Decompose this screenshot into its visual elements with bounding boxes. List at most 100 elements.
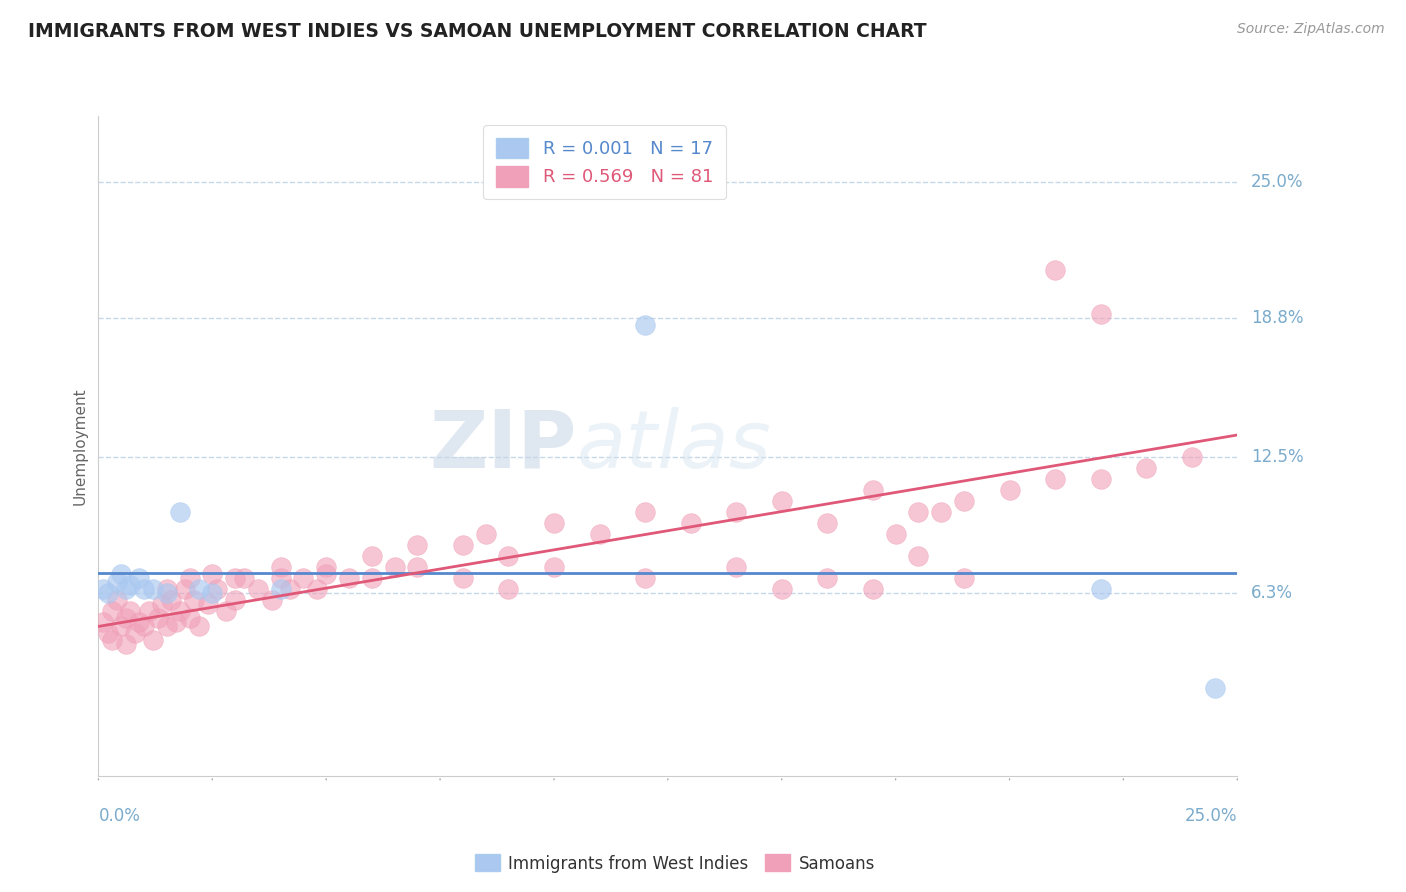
Point: [114, 582, 136, 596]
Point: [215, 604, 238, 618]
Text: 25.0%: 25.0%: [1251, 173, 1303, 191]
Point: [270, 582, 292, 596]
Point: [270, 571, 292, 585]
Text: atlas: atlas: [576, 407, 772, 485]
Point: [1181, 450, 1204, 464]
Point: [679, 516, 702, 530]
Point: [165, 615, 187, 629]
Point: [384, 560, 406, 574]
Point: [91, 615, 114, 629]
Point: [451, 538, 474, 552]
Point: [406, 538, 429, 552]
Point: [169, 604, 191, 618]
Point: [101, 604, 124, 618]
Point: [156, 586, 179, 600]
Point: [953, 571, 976, 585]
Point: [246, 582, 269, 596]
Point: [998, 483, 1021, 497]
Text: 6.3%: 6.3%: [1251, 584, 1294, 602]
Text: 12.5%: 12.5%: [1251, 448, 1303, 466]
Point: [91, 582, 114, 596]
Point: [884, 527, 907, 541]
Point: [128, 615, 150, 629]
Point: [929, 505, 952, 519]
Point: [1090, 472, 1112, 486]
Point: [815, 516, 838, 530]
Point: [1090, 582, 1112, 596]
Text: Source: ZipAtlas.com: Source: ZipAtlas.com: [1237, 22, 1385, 37]
Point: [146, 610, 169, 624]
Point: [725, 560, 748, 574]
Point: [105, 593, 128, 607]
Point: [1043, 263, 1066, 277]
Point: [174, 582, 197, 596]
Point: [110, 619, 132, 633]
Point: [96, 586, 118, 600]
Point: [1043, 472, 1066, 486]
Point: [360, 571, 382, 585]
Point: [187, 582, 209, 596]
Legend: Immigrants from West Indies, Samoans: Immigrants from West Indies, Samoans: [468, 847, 882, 880]
Point: [406, 560, 429, 574]
Point: [224, 571, 246, 585]
Point: [101, 632, 124, 647]
Point: [862, 483, 884, 497]
Point: [451, 571, 474, 585]
Point: [498, 582, 520, 596]
Point: [183, 593, 205, 607]
Point: [907, 505, 929, 519]
Point: [120, 577, 142, 591]
Text: 0.0%: 0.0%: [98, 806, 141, 824]
Point: [132, 582, 155, 596]
Text: ZIP: ZIP: [429, 407, 576, 485]
Point: [474, 527, 496, 541]
Point: [634, 318, 657, 332]
Point: [138, 604, 160, 618]
Point: [124, 626, 146, 640]
Point: [96, 626, 118, 640]
Point: [360, 549, 382, 563]
Point: [498, 549, 520, 563]
Point: [270, 560, 292, 574]
Point: [1204, 681, 1226, 695]
Point: [201, 586, 224, 600]
Point: [197, 598, 219, 612]
Point: [179, 610, 201, 624]
Text: 18.8%: 18.8%: [1251, 310, 1303, 327]
Point: [132, 619, 155, 633]
Point: [128, 571, 150, 585]
Point: [292, 571, 315, 585]
Text: IMMIGRANTS FROM WEST INDIES VS SAMOAN UNEMPLOYMENT CORRELATION CHART: IMMIGRANTS FROM WEST INDIES VS SAMOAN UN…: [28, 22, 927, 41]
Point: [114, 637, 136, 651]
Point: [907, 549, 929, 563]
Point: [142, 632, 165, 647]
Point: [142, 582, 165, 596]
Point: [543, 516, 565, 530]
Point: [187, 619, 209, 633]
Point: [315, 560, 337, 574]
Point: [815, 571, 838, 585]
Point: [233, 571, 256, 585]
Point: [110, 566, 132, 581]
Point: [315, 566, 337, 581]
Point: [179, 571, 201, 585]
Point: [588, 527, 610, 541]
Point: [156, 582, 179, 596]
Point: [105, 575, 128, 590]
Point: [634, 571, 657, 585]
Point: [156, 619, 179, 633]
Point: [770, 582, 793, 596]
Point: [634, 505, 657, 519]
Point: [278, 582, 301, 596]
Point: [201, 566, 224, 581]
Point: [337, 571, 360, 585]
Point: [169, 505, 191, 519]
Point: [205, 582, 228, 596]
Point: [862, 582, 884, 596]
Point: [770, 494, 793, 508]
Point: [1135, 461, 1157, 475]
Point: [160, 593, 183, 607]
Point: [953, 494, 976, 508]
Point: [543, 560, 565, 574]
Point: [114, 610, 136, 624]
